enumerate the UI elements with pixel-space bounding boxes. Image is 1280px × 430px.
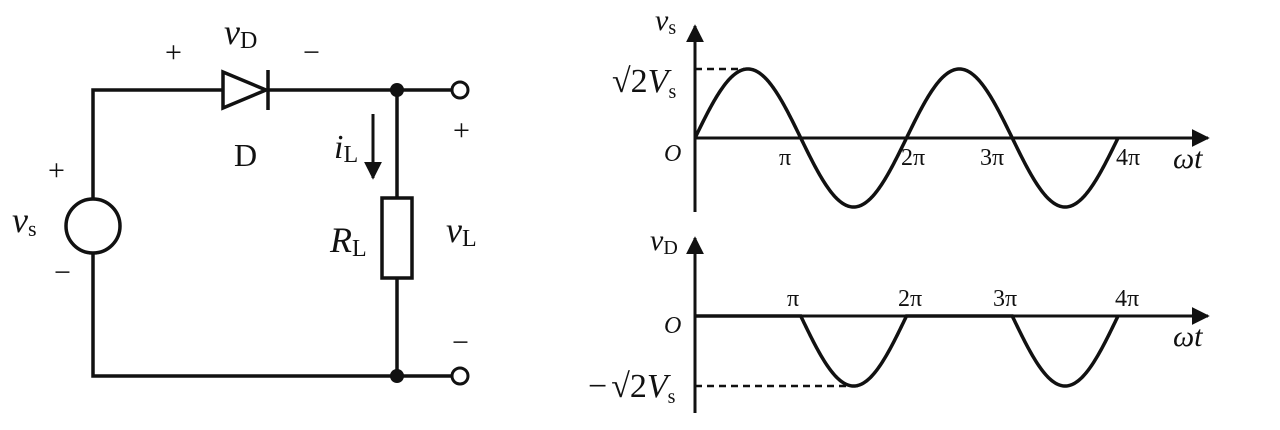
source-plus: +	[48, 154, 65, 187]
graph-vd-tick-3pi: 3π	[993, 286, 1017, 312]
circuit-diagram: + − vs + − vD D iL RL + − vL	[12, 12, 477, 386]
graph-vd-xlabel: ωt	[1173, 320, 1203, 353]
graph-vd-tick-4pi: 4π	[1115, 286, 1139, 312]
graph-vs-peak-label: √2Vs	[612, 63, 676, 103]
resistor-icon	[380, 196, 414, 280]
wire-top-left	[91, 88, 223, 200]
graph-vd-tick-2pi: 2π	[898, 286, 922, 312]
graph-vd-ylabel: vD	[650, 224, 678, 259]
graph-vs-xlabel: ωt	[1173, 142, 1203, 175]
graph-vd-trough-label: − √2Vs	[588, 368, 676, 408]
resistor-label: RL	[329, 220, 367, 262]
diode-plus: +	[165, 36, 182, 69]
graph-vd-origin: O	[664, 313, 681, 339]
source-minus: −	[54, 256, 71, 289]
graph-vd-curve	[695, 314, 1120, 388]
diode-voltage-label: vD	[224, 12, 257, 54]
wire-bottom	[91, 252, 451, 378]
graph-vs-tick-3pi: 3π	[980, 145, 1004, 171]
current-label: iL	[334, 129, 358, 168]
graph-vd: vD − √2Vs O π 2π 3π 4π ωt	[588, 224, 1210, 413]
diode-minus: −	[303, 36, 320, 69]
output-terminal-bottom	[450, 366, 470, 386]
junction-dot-bottom	[390, 369, 404, 383]
diode-name-label: D	[234, 137, 257, 173]
graph-vs-tick-pi: π	[779, 145, 791, 171]
graph-vs: vs √2Vs O π 2π 3π 4π ωt	[612, 4, 1210, 212]
graph-vs-origin: O	[664, 141, 681, 167]
graph-vs-tick-4pi: 4π	[1116, 145, 1140, 171]
voltage-source-icon	[64, 197, 122, 255]
output-plus: +	[453, 114, 470, 147]
diode-icon	[221, 69, 271, 111]
output-minus: −	[452, 326, 469, 359]
junction-dot-top	[390, 83, 404, 97]
graph-vs-curve	[693, 67, 1120, 209]
source-voltage-label: vs	[12, 200, 37, 241]
graph-vs-tick-2pi: 2π	[901, 145, 925, 171]
output-voltage-label: vL	[446, 210, 477, 252]
graph-vs-ylabel: vs	[655, 4, 676, 39]
graph-vd-tick-pi: π	[787, 286, 799, 312]
output-terminal-top	[450, 80, 470, 100]
